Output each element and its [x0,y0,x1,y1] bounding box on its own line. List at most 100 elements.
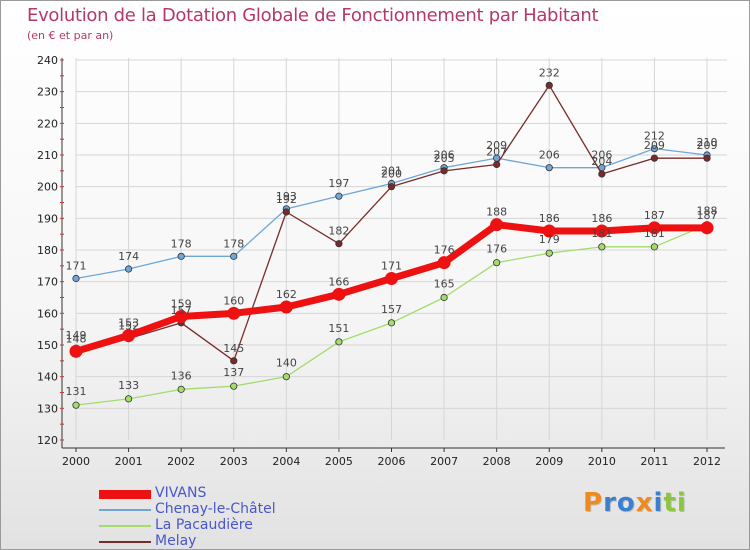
x-tick-label: 2011 [640,455,668,468]
data-label-la-pacaudi-re: 179 [539,233,560,246]
data-labels: 171 174 178 178 193 197 201 206 209 206 206 212 210 1… [66,66,718,398]
data-label-chenay-le-ch-tel: 174 [118,250,139,263]
data-label-vivans: 187 [697,209,718,222]
point-melay [650,154,659,162]
y-tick-label: 200 [37,181,58,194]
x-tick-label: 2003 [220,455,248,468]
y-tick-label: 220 [37,117,58,130]
data-label-la-pacaudi-re: 137 [223,366,244,379]
data-label-vivans: 159 [171,298,192,311]
data-label-la-pacaudi-re: 133 [118,379,139,392]
data-label-chenay-le-ch-tel: 178 [171,237,192,250]
point-vivans [595,224,609,238]
data-label-melay: 209 [697,139,718,152]
x-tick-label: 2008 [483,455,511,468]
logo-letter: o [616,488,636,518]
x-tick-label: 2009 [535,455,563,468]
logo-letter: P [583,488,604,518]
x-tick-label: 2005 [325,455,353,468]
point-melay [335,240,343,248]
logo-letter: i [653,488,664,518]
gridlines [75,58,727,440]
data-label-chenay-le-ch-tel: 209 [486,139,507,152]
logo-letter: r [603,488,617,518]
data-label-la-pacaudi-re: 181 [644,227,665,240]
x-tick-label: 2007 [430,455,458,468]
legend-label-la-pacaudi-re: La Pacaudière [155,517,253,533]
point-melay [230,357,238,365]
data-label-la-pacaudi-re: 165 [434,278,455,291]
legend-label-melay: Melay [155,533,197,549]
data-label-vivans: 186 [591,212,612,225]
y-tick-label: 150 [37,339,58,352]
point-melay [282,208,290,216]
chart-title: Evolution de la Dotation Globale de Fonc… [27,5,599,26]
data-label-melay: 157 [171,304,192,317]
data-label-la-pacaudi-re: 157 [381,303,402,316]
point-vivans [385,272,398,285]
point-chenay-le-ch-tel [650,145,659,153]
data-label-la-pacaudi-re: 176 [486,243,507,256]
y-tick-label: 190 [37,212,58,225]
data-label-melay: 204 [591,155,612,168]
point-la-pacaudi-re [493,259,501,267]
data-label-melay: 232 [539,66,560,79]
data-label-vivans: 160 [223,294,244,307]
point-melay [545,81,553,89]
data-label-la-pacaudi-re: 151 [328,322,349,335]
point-chenay-le-ch-tel [124,265,133,273]
data-label-chenay-le-ch-tel: 193 [276,190,297,203]
data-label-chenay-le-ch-tel: 178 [223,237,244,250]
x-tick-label: 2012 [693,455,721,468]
point-melay [598,170,606,178]
point-chenay-le-ch-tel [545,164,553,172]
data-label-vivans: 187 [644,209,665,222]
data-label-vivans: 176 [434,244,455,257]
point-la-pacaudi-re [230,382,238,390]
data-label-vivans: 186 [539,212,560,225]
point-chenay-le-ch-tel [335,192,343,200]
data-label-melay: 149 [66,329,87,342]
data-label-la-pacaudi-re: 181 [591,227,612,240]
data-label-la-pacaudi-re: 188 [697,205,718,218]
point-la-pacaudi-re [545,249,553,257]
x-tick-label: 2000 [62,455,90,468]
data-label-chenay-le-ch-tel: 201 [381,165,402,178]
data-label-melay: 207 [486,146,507,159]
point-la-pacaudi-re [124,395,133,403]
legend-label-vivans: VIVANS [155,485,207,501]
data-label-la-pacaudi-re: 131 [66,385,87,398]
data-label-chenay-le-ch-tel: 210 [697,136,718,149]
legend-swatch-melay [99,541,151,543]
point-melay [387,183,396,191]
y-tick-label: 180 [37,244,58,257]
point-la-pacaudi-re [72,401,80,409]
point-la-pacaudi-re [177,385,185,393]
data-label-vivans: 162 [276,288,297,301]
data-label-chenay-le-ch-tel: 206 [539,149,560,162]
point-vivans [490,218,504,232]
data-label-chenay-le-ch-tel: 206 [591,149,612,162]
legend-swatch-chenay-le-ch-tel [99,509,151,511]
data-label-melay: 209 [644,139,665,152]
y-tick-label: 170 [37,276,58,289]
y-tick-label: 210 [37,149,58,162]
point-melay [493,160,501,169]
legend-swatch-vivans [99,489,151,499]
data-label-melay: 200 [381,168,402,181]
x-tick-label: 2010 [588,455,616,468]
point-chenay-le-ch-tel [230,252,238,260]
legend-label-chenay-le-ch-tel: Chenay-le-Châtel [155,501,276,517]
point-la-pacaudi-re [440,293,448,302]
data-label-vivans: 148 [66,332,87,345]
y-tick-label: 130 [37,402,58,415]
data-label-melay: 205 [434,152,455,165]
point-chenay-le-ch-tel [177,252,185,260]
series [69,81,714,409]
logo-letter: i [676,488,687,518]
data-label-chenay-le-ch-tel: 212 [644,130,665,143]
y-tick-label: 160 [37,307,58,320]
x-tick-label: 2004 [272,455,300,468]
